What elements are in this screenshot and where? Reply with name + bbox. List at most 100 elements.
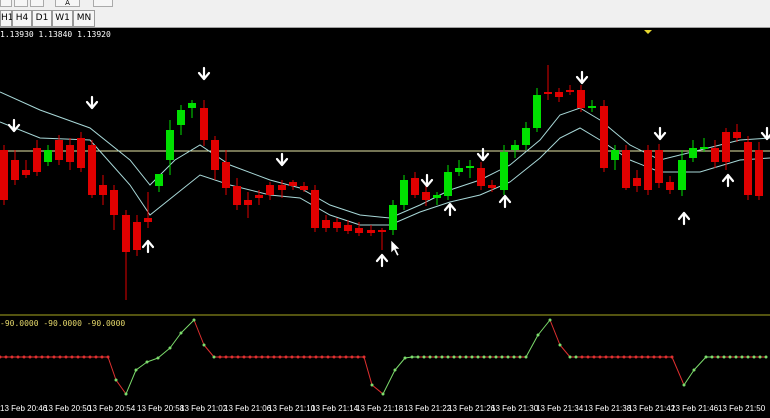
oscillator-dot (124, 392, 128, 396)
shift-marker-icon[interactable] (644, 30, 652, 34)
candle-body (744, 142, 752, 195)
candle-body (422, 192, 430, 200)
timeframe-mn[interactable]: MN (73, 10, 95, 27)
oscillator-segment (537, 319, 551, 336)
toolbar-button-1[interactable] (0, 0, 12, 7)
timeframe-h1[interactable]: H1 (0, 10, 14, 27)
candle (655, 144, 663, 188)
candle (300, 182, 308, 192)
candle-body (644, 150, 652, 190)
time-label: 13 Feb 21:34 (536, 404, 584, 413)
candle (400, 175, 408, 210)
oscillator-dot (640, 355, 644, 359)
toolbar: A H1 H4 D1 W1 MN (0, 0, 770, 28)
candle-body (433, 195, 441, 198)
oscillator-segment (169, 332, 182, 349)
arrow-down-icon (653, 126, 667, 141)
oscillator-dot (212, 355, 216, 359)
oscillator-segment (193, 319, 205, 346)
oscillator-dot (494, 355, 498, 359)
candle-body (733, 132, 741, 138)
candle (188, 100, 196, 118)
oscillator-dot (58, 355, 62, 359)
candle (711, 140, 719, 168)
candle (500, 145, 508, 195)
oscillator-dot (370, 383, 374, 387)
candle (233, 178, 241, 210)
candle (411, 172, 419, 198)
arrow-down-icon (476, 147, 490, 162)
arrow-down-glyph (420, 173, 434, 188)
timeframe-h4[interactable]: H4 (12, 10, 32, 27)
candle-body (488, 185, 496, 188)
oscillator-segment (549, 319, 561, 346)
time-label: 13 Feb 21:46 (671, 404, 719, 413)
oscillator-dot (236, 355, 240, 359)
oscillator-segment (693, 356, 707, 371)
candle (522, 122, 530, 150)
time-label: 13 Feb 20:58 (137, 404, 185, 413)
oscillator-dot (266, 355, 270, 359)
candle-body (278, 185, 286, 190)
candle-body (600, 106, 608, 168)
oscillator-dot (586, 355, 590, 359)
toolbar-button-3[interactable] (30, 0, 44, 7)
oscillator-dot (40, 355, 44, 359)
toolbar-button-2[interactable] (14, 0, 28, 7)
candle (378, 228, 386, 250)
oscillator-dot (338, 355, 342, 359)
arrow-tool-button[interactable] (93, 0, 113, 7)
oscillator-dot (100, 355, 104, 359)
candle (744, 136, 752, 200)
candle-body (211, 140, 219, 170)
ohlc-readout: 1.13930 1.13840 1.13920 (0, 30, 111, 39)
candle (44, 145, 52, 166)
candle-body (755, 150, 763, 196)
candle (144, 192, 152, 228)
arrow-down-glyph (7, 118, 21, 133)
timeframe-w1[interactable]: W1 (52, 10, 73, 27)
candle-body (289, 182, 297, 186)
oscillator-segment (371, 384, 384, 395)
arrow-down-glyph (85, 95, 99, 110)
arrow-up-icon (721, 173, 735, 188)
oscillator-dot (568, 355, 572, 359)
candle-body (655, 150, 663, 183)
oscillator-dot (224, 355, 228, 359)
oscillator-dot (76, 355, 80, 359)
oscillator-dot (326, 355, 330, 359)
candle (99, 175, 107, 205)
candle-body (300, 186, 308, 190)
candle-body (233, 186, 241, 205)
oscillator-dot (548, 318, 552, 322)
arrow-up-glyph (677, 211, 691, 226)
oscillator-dot (482, 355, 486, 359)
candle-body (255, 195, 263, 198)
candle (244, 192, 252, 218)
candle (66, 138, 74, 170)
oscillator-dot (218, 355, 222, 359)
candle-body (355, 228, 363, 233)
oscillator-dot (670, 355, 674, 359)
oscillator-dot (664, 355, 668, 359)
text-tool-button[interactable]: A (55, 0, 80, 7)
candle-body (99, 185, 107, 195)
candle (322, 215, 330, 232)
candle-body (33, 148, 41, 172)
candle (344, 220, 352, 234)
candle (678, 150, 686, 196)
arrow-down-icon (7, 118, 21, 133)
oscillator-dot (758, 355, 762, 359)
candle (355, 222, 363, 236)
oscillator-dot (192, 318, 196, 322)
timeframe-d1[interactable]: D1 (32, 10, 52, 27)
oscillator-dot (658, 355, 662, 359)
candlesticks (0, 65, 763, 300)
candle (110, 185, 118, 230)
oscillator-segment (203, 344, 215, 358)
candle (266, 182, 274, 200)
candle (566, 85, 574, 95)
oscillator-dot (734, 355, 738, 359)
candle (588, 100, 596, 112)
